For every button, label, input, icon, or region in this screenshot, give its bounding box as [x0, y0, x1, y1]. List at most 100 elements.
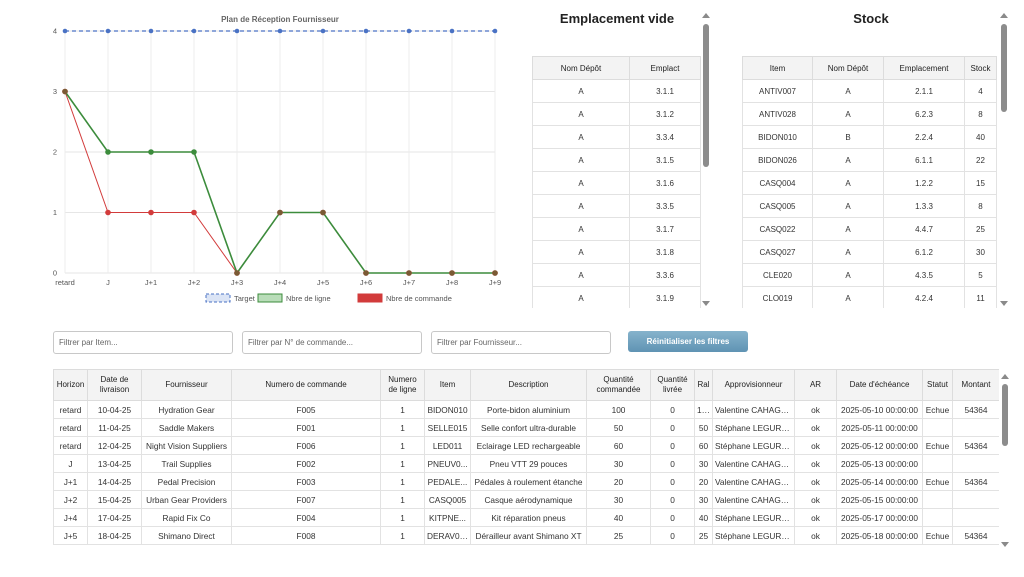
orders-cell: 1: [380, 508, 425, 527]
table-row[interactable]: BIDON026 A 6.1.1 22: [742, 148, 997, 172]
stock-qty-cell: 15: [964, 171, 997, 195]
stock-table-container[interactable]: Item Nom Dépôt Emplacement Stock ANTIV00…: [742, 56, 997, 308]
table-row[interactable]: A 3.1.1: [532, 79, 701, 103]
orders-column-header[interactable]: Quantité commandée: [586, 369, 651, 401]
table-row[interactable]: BIDON010 B 2.2.4 40: [742, 125, 997, 149]
orders-cell: J+5: [53, 526, 88, 545]
scroll-down-arrow-icon[interactable]: [1001, 542, 1009, 547]
orders-column-header[interactable]: AR: [794, 369, 837, 401]
orders-column-header[interactable]: Approvisionneur: [712, 369, 795, 401]
orders-scrollbar[interactable]: [1000, 373, 1010, 548]
stock-location-cell: 6.2.3: [883, 102, 965, 126]
orders-column-header[interactable]: Horizon: [53, 369, 88, 401]
orders-cell: 54364: [952, 400, 999, 419]
orders-column-header[interactable]: Statut: [922, 369, 953, 401]
scroll-up-arrow-icon[interactable]: [1001, 374, 1009, 379]
orders-cell: Shimano Direct: [141, 526, 232, 545]
orders-scroll-thumb[interactable]: [1002, 384, 1008, 446]
emplacement-table-container[interactable]: Nom Dépôt Emplact A 3.1.1 A 3.1.2 A 3.3.4 A 3.1…: [532, 56, 701, 308]
table-row[interactable]: CLE020 A 4.3.5 5: [742, 263, 997, 287]
orders-table-container[interactable]: Horizon Date de livraison Fournisseur Numer…: [53, 369, 999, 549]
orders-column-header[interactable]: Date d'échéance: [836, 369, 923, 401]
orders-column-header[interactable]: Quantité livrée: [650, 369, 695, 401]
orders-cell: 30: [586, 454, 651, 473]
table-row[interactable]: A 3.3.4: [532, 125, 701, 149]
orders-cell: 25: [694, 526, 713, 545]
table-row[interactable]: J+4 17-04-25 Rapid Fix Co F004 1 KITPNE... Kit…: [53, 508, 999, 527]
scroll-down-arrow-icon[interactable]: [702, 301, 710, 306]
item-filter-input[interactable]: [53, 331, 233, 354]
stock-scroll-thumb[interactable]: [1001, 24, 1007, 112]
legend-label: Nbre de commande: [386, 294, 452, 303]
orders-cell: ok: [794, 490, 837, 509]
orders-column-header[interactable]: Ral: [694, 369, 713, 401]
orders-cell: Hydration Gear: [141, 400, 232, 419]
emplacement-header-depot[interactable]: Nom Dépôt: [532, 56, 630, 80]
table-row[interactable]: retard 11-04-25 Saddle Makers F001 1 SELLE015…: [53, 418, 999, 437]
orders-column-header[interactable]: Numero de commande: [231, 369, 381, 401]
table-row[interactable]: ANTIV028 A 6.2.3 8: [742, 102, 997, 126]
table-row[interactable]: A 3.1.9: [532, 286, 701, 308]
orders-column-header[interactable]: Fournisseur: [141, 369, 232, 401]
stock-depot-cell: A: [812, 148, 884, 172]
stock-location-cell: 4.2.4: [883, 286, 965, 308]
stock-header-item[interactable]: Item: [742, 56, 813, 80]
table-row[interactable]: A 3.1.5: [532, 148, 701, 172]
emplacement-scrollbar[interactable]: [701, 12, 711, 308]
supplier-filter-input[interactable]: [431, 331, 611, 354]
orders-column-header[interactable]: Date de livraison: [87, 369, 142, 401]
table-row[interactable]: J+1 14-04-25 Pedal Precision F003 1 PEDALE...…: [53, 472, 999, 491]
scroll-up-arrow-icon[interactable]: [1000, 13, 1008, 18]
table-row[interactable]: J+2 15-04-25 Urban Gear Providers F007 1 CASQ…: [53, 490, 999, 509]
emplacement-depot-cell: A: [532, 171, 630, 195]
orders-column-header[interactable]: Item: [424, 369, 471, 401]
orders-cell: [922, 454, 953, 473]
stock-header-depot[interactable]: Nom Dépôt: [812, 56, 884, 80]
table-row[interactable]: CLO019 A 4.2.4 11: [742, 286, 997, 308]
table-row[interactable]: CASQ022 A 4.4.7 25: [742, 217, 997, 241]
orders-column-header[interactable]: Numero de ligne: [380, 369, 425, 401]
orders-column-header[interactable]: Montant: [952, 369, 999, 401]
table-row[interactable]: CASQ005 A 1.3.3 8: [742, 194, 997, 218]
x-tick-label: J+1: [145, 278, 157, 287]
table-row[interactable]: A 3.1.6: [532, 171, 701, 195]
scroll-up-arrow-icon[interactable]: [702, 13, 710, 18]
table-row[interactable]: J+5 18-04-25 Shimano Direct F008 1 DERAV014 Dé…: [53, 526, 999, 545]
stock-depot-cell: A: [812, 171, 884, 195]
stock-depot-cell: A: [812, 263, 884, 287]
orders-cell: Selle confort ultra-durable: [470, 418, 587, 437]
orders-cell: Kit réparation pneus: [470, 508, 587, 527]
orders-cell: BIDON010: [424, 400, 471, 419]
order-filter-input[interactable]: [242, 331, 422, 354]
orders-cell: Stéphane LEGUREC: [712, 418, 795, 437]
orders-cell: Echue: [922, 436, 953, 455]
table-row[interactable]: A 3.3.5: [532, 194, 701, 218]
stock-header-stock[interactable]: Stock: [964, 56, 997, 80]
table-row[interactable]: ANTIV007 A 2.1.1 4: [742, 79, 997, 103]
legend-swatch: [205, 293, 231, 303]
orders-cell: 0: [650, 436, 695, 455]
emplacement-depot-cell: A: [532, 240, 630, 264]
table-row[interactable]: A 3.3.6: [532, 263, 701, 287]
table-row[interactable]: retard 12-04-25 Night Vision Suppliers F006…: [53, 436, 999, 455]
orders-column-header[interactable]: Description: [470, 369, 587, 401]
table-row[interactable]: A 3.1.2: [532, 102, 701, 126]
emplacement-location-cell: 3.1.2: [629, 102, 701, 126]
orders-cell: ok: [794, 418, 837, 437]
emplacement-location-cell: 3.1.9: [629, 286, 701, 308]
table-row[interactable]: A 3.1.7: [532, 217, 701, 241]
data-point: [449, 270, 455, 276]
table-row[interactable]: J 13-04-25 Trail Supplies F002 1 PNEUV0... Pne…: [53, 454, 999, 473]
table-row[interactable]: CASQ004 A 1.2.2 15: [742, 171, 997, 195]
orders-cell: [952, 490, 999, 509]
scroll-down-arrow-icon[interactable]: [1000, 301, 1008, 306]
emplacement-header-emplact[interactable]: Emplact: [629, 56, 701, 80]
stock-scrollbar[interactable]: [999, 12, 1009, 308]
table-row[interactable]: retard 10-04-25 Hydration Gear F005 1 BIDON01…: [53, 400, 999, 419]
emplacement-scroll-thumb[interactable]: [703, 24, 709, 167]
table-row[interactable]: A 3.1.8: [532, 240, 701, 264]
reset-filters-button[interactable]: Réinitialiser les filtres: [628, 331, 748, 352]
stock-header-emplacement[interactable]: Emplacement: [883, 56, 965, 80]
data-point: [148, 209, 154, 216]
table-row[interactable]: CASQ027 A 6.1.2 30: [742, 240, 997, 264]
